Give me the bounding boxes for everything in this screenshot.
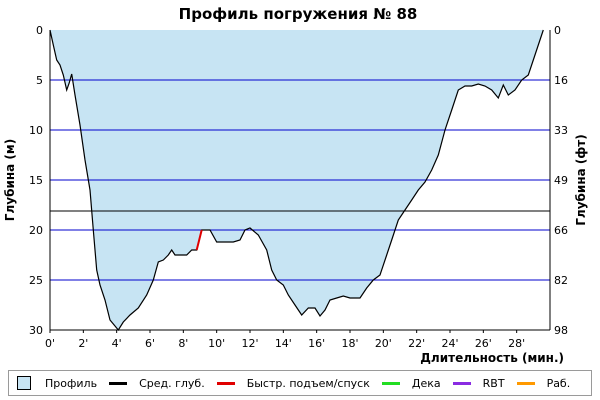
- y-tick-label-right: 49: [554, 174, 568, 187]
- legend-swatch: [17, 376, 31, 390]
- legend-label: Раб.: [546, 376, 571, 390]
- legend-swatch: [381, 381, 400, 385]
- x-tick-label: 18': [341, 337, 358, 350]
- legend-item: Профиль: [17, 376, 97, 390]
- y-axis-right-label: Глубина (фт): [574, 134, 588, 225]
- x-axis-label: Длительность (мин.): [420, 351, 564, 365]
- y-tick-label-right: 98: [554, 324, 568, 337]
- legend-swatch: [516, 381, 535, 385]
- y-tick-label-left: 20: [29, 224, 43, 237]
- legend-item: Раб.: [516, 376, 571, 390]
- legend-label: Сред. глуб.: [139, 376, 205, 390]
- legend-item: Сред. глуб.: [109, 377, 205, 390]
- x-tick-label: 8': [178, 337, 188, 350]
- chart-title: Профиль погружения № 88: [179, 5, 418, 23]
- y-tick-label-right: 0: [554, 24, 561, 37]
- x-tick-label: 24': [441, 337, 458, 350]
- profile-line: [49, 29, 544, 332]
- y-tick-label-left: 15: [29, 174, 43, 187]
- x-tick-label: 4': [112, 337, 122, 350]
- y-axis-left-label: Глубина (м): [3, 139, 17, 221]
- x-tick-label: 12': [241, 337, 258, 350]
- y-tick-label-right: 66: [554, 224, 568, 237]
- x-tick-label: 0': [45, 337, 55, 350]
- x-tick-label: 28': [508, 337, 525, 350]
- y-tick-label-left: 30: [29, 324, 43, 337]
- y-tick-label-left: 5: [36, 74, 43, 87]
- dive-profile-chart: Профиль погружения № 88 0 5 10 15 20 25 30 0 16 3…: [3, 5, 588, 365]
- y-tick-label-right: 33: [554, 124, 568, 137]
- y-tick-label-left: 10: [29, 124, 43, 137]
- fast-ascent-segment: [195, 229, 203, 251]
- legend-label: Профиль: [45, 376, 98, 390]
- x-tick-label: 26': [475, 337, 492, 350]
- legend: Профиль Сред. глуб. Быстр. подъем/спуск Дек…: [8, 370, 592, 396]
- x-tick-label: 20': [375, 337, 392, 350]
- x-tick-label: 2': [78, 337, 88, 350]
- y-tick-label-right: 82: [554, 274, 568, 287]
- legend-label: Быстр. подъем/спуск: [246, 376, 370, 390]
- x-tick-label: 10': [208, 337, 225, 350]
- legend-item: Дека: [381, 376, 441, 390]
- legend-item: Быстр. подъем/спуск: [216, 376, 370, 390]
- legend-swatch: [452, 381, 471, 385]
- y-tick-label-left: 25: [29, 274, 43, 287]
- x-tick-label: 14': [275, 337, 292, 350]
- legend-swatch: [216, 381, 235, 385]
- x-tick-label: 16': [308, 337, 325, 350]
- x-tick-label: 6': [145, 337, 155, 350]
- legend-item: RBT: [452, 376, 505, 390]
- legend-swatch: [109, 381, 128, 385]
- plot-area: 0 5 10 15 20 25 30 0 16 33 49 66 82 98 0' 2' 4' 6' 8' 10' 12…: [29, 24, 568, 350]
- x-tick-label: 22': [408, 337, 425, 350]
- legend-label: Дека: [411, 376, 441, 390]
- y-tick-label-left: 0: [36, 24, 43, 37]
- y-tick-label-right: 16: [554, 74, 568, 87]
- legend-label: RBT: [482, 376, 505, 390]
